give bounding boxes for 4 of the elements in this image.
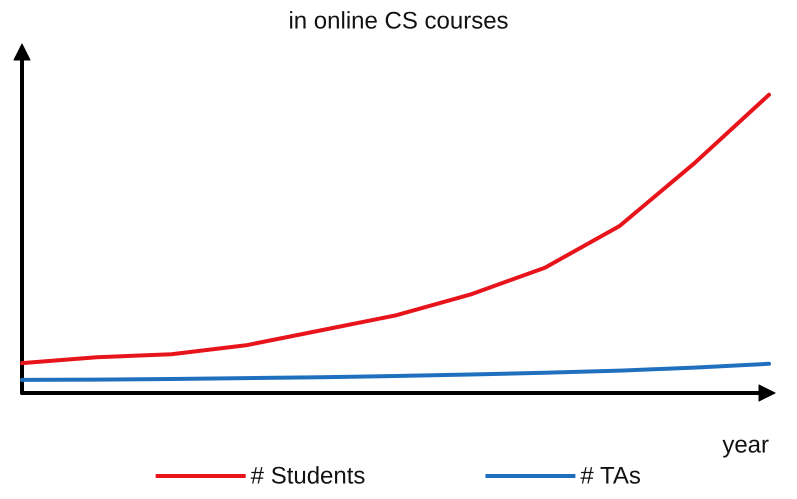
legend-label: # Students [250, 462, 366, 490]
x-axis-title: year [722, 432, 770, 458]
legend-label: # TAs [580, 462, 641, 490]
chart-title: in online CS courses [288, 8, 509, 34]
